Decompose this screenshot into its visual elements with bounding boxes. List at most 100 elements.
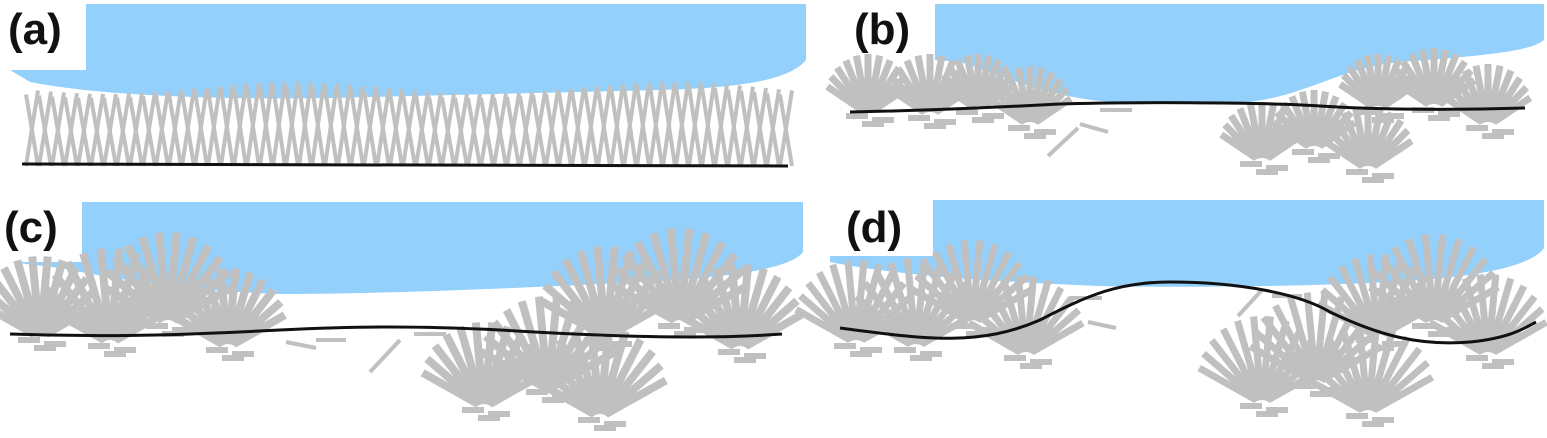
grass-blade: [661, 85, 677, 167]
grass-base-segment: [934, 119, 956, 125]
grass-base-segment: [966, 331, 988, 337]
grass-base-segment: [1256, 411, 1278, 417]
grass-base-segment: [972, 117, 994, 123]
panel-label-b: (b): [854, 5, 910, 54]
grass-tuft: [1443, 64, 1533, 139]
grass-base-segment: [1030, 359, 1052, 365]
grass-base-segment: [1008, 125, 1030, 131]
grass-blade: [128, 96, 144, 167]
grass-blade: [829, 263, 858, 341]
grass-base-segment: [1292, 149, 1314, 155]
grass-base-segment: [850, 351, 872, 357]
grass-blade: [604, 377, 668, 418]
grass-blade: [115, 97, 131, 167]
grass-base-segment: [1428, 331, 1450, 337]
grass-base-segment: [1482, 363, 1504, 369]
grass-blade: [1351, 257, 1380, 335]
grass-blade: [466, 97, 482, 167]
grass-base-segment: [578, 417, 600, 423]
grass-blade: [969, 240, 984, 321]
grass-blade: [1405, 238, 1436, 321]
grass-blade: [141, 95, 157, 167]
grass-base-segment: [1294, 383, 1316, 389]
grass-base-segment: [104, 351, 126, 357]
grass-blade: [739, 90, 755, 167]
grass-blade: [505, 96, 521, 167]
grass-blade: [1260, 315, 1315, 383]
grass-base-segment: [718, 349, 740, 355]
grass-blade: [167, 93, 183, 167]
grass-base-segment: [1466, 125, 1488, 131]
grass-base-segment: [1372, 173, 1394, 179]
grass-blade: [414, 95, 430, 167]
grass-base-segment: [488, 411, 510, 417]
grass-blade: [479, 97, 495, 167]
grass-base-segment: [1256, 169, 1278, 175]
grass-tuft: [1322, 106, 1414, 183]
grass-base-segment: [1372, 345, 1394, 351]
grass-base-segment: [894, 347, 916, 353]
grass-blade: [1391, 245, 1435, 322]
grass-base-segment: [478, 415, 500, 421]
grass-blade: [349, 89, 365, 167]
grass-base-segment: [834, 343, 856, 349]
grass-blade: [1030, 320, 1085, 356]
grass-blade: [903, 258, 919, 345]
grass-base-segment: [1372, 417, 1394, 423]
grass-blade: [544, 93, 560, 167]
grass-base-segment: [950, 323, 972, 329]
grass-blade: [609, 87, 625, 167]
grass-blade: [945, 243, 974, 321]
grass-blade: [453, 97, 469, 167]
grass-blade: [913, 258, 929, 345]
grass-blade: [284, 85, 300, 167]
grass-base-segment: [908, 115, 930, 121]
grass-base-segment: [860, 347, 882, 353]
grass-base-segment: [1466, 355, 1488, 361]
grass-base-segment: [1362, 177, 1384, 183]
grass-base-segment: [1382, 341, 1404, 347]
grass-base-segment: [206, 347, 228, 353]
grass-blade: [518, 95, 534, 167]
grass-blade: [297, 85, 313, 167]
grass-base-segment: [18, 337, 40, 343]
grass-base-segment: [34, 345, 56, 351]
grass-layer-b: [825, 48, 1533, 183]
panel-b: (b): [825, 4, 1544, 183]
grass-base-segment: [1308, 157, 1330, 163]
grass-blade: [583, 89, 599, 167]
grass-blade: [1492, 94, 1533, 125]
detached-fragment: [1236, 288, 1264, 318]
panel-label-c: (c): [4, 203, 58, 252]
grass-blade: [193, 91, 209, 167]
grass-base-segment: [1240, 161, 1262, 167]
grass-base-segment: [44, 341, 66, 347]
grass-blade: [50, 96, 66, 167]
detached-fragment: [368, 338, 402, 374]
grass-tuft: [532, 326, 668, 431]
grass-base-segment: [1266, 165, 1288, 171]
grass-base-segment: [1024, 133, 1046, 139]
grass-base-segment: [872, 117, 894, 123]
grass-blade: [674, 85, 690, 167]
grass-blade: [1421, 234, 1437, 321]
grass-base-segment: [684, 327, 706, 333]
grass-tuft: [1219, 102, 1305, 175]
grass-base-segment: [462, 407, 484, 413]
grass-base-segment: [920, 351, 942, 357]
grass-base-segment: [1492, 129, 1514, 135]
ground-line-c: [9, 325, 783, 339]
grass-base-segment: [734, 357, 756, 363]
grass-blade: [310, 86, 326, 167]
grass-blade: [700, 87, 716, 167]
grass-base-segment: [146, 323, 168, 329]
grass-layer-c: [0, 228, 804, 431]
panel-d: (d): [794, 200, 1547, 427]
grass-base-segment: [1372, 117, 1394, 123]
grass-blade: [245, 86, 261, 167]
grass-base-segment: [658, 323, 680, 329]
grass-blade: [1325, 335, 1369, 412]
grass-blade: [336, 88, 352, 167]
grass-base-segment: [1240, 403, 1262, 409]
